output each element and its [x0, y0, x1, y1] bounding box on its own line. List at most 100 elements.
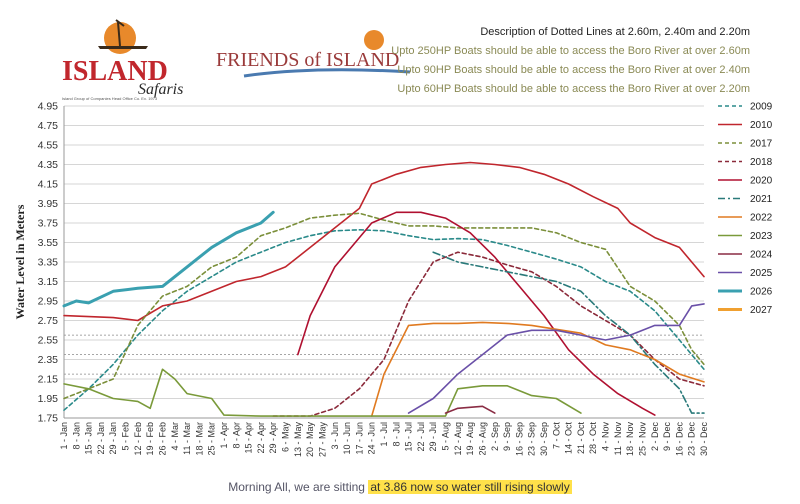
x-tick-label: 29 - Jul — [428, 422, 438, 452]
y-tick-label: 1.95 — [38, 393, 59, 405]
logo-tagline: Island Group of Companies Head Office Co… — [62, 96, 158, 101]
y-tick-label: 3.35 — [38, 257, 59, 269]
x-tick-label: 2 - Dec — [650, 422, 660, 452]
y-tick-label: 4.55 — [38, 140, 59, 152]
description-title: Description of Dotted Lines at 2.60m, 2.… — [480, 26, 750, 38]
x-tick-label: 26 - Feb — [157, 422, 167, 456]
legend-label-2027: 2027 — [750, 305, 773, 316]
y-tick-label: 4.15 — [38, 179, 59, 191]
x-tick-label: 29 - Jan — [108, 422, 118, 455]
x-tick-label: 30 - Sep — [539, 422, 549, 456]
series-line-2024 — [444, 405, 496, 414]
series-line-2020 — [297, 211, 656, 416]
x-tick-label: 8 - Jul — [391, 422, 401, 447]
x-tick-label: 17 - Jun — [354, 422, 364, 455]
sun-logo-icon — [364, 30, 384, 50]
caption: Morning All, we are sitting at 3.86 now … — [0, 480, 800, 494]
series-line-2018 — [272, 251, 705, 417]
x-tick-label: 21 - Oct — [576, 422, 586, 455]
y-tick-label: 3.55 — [38, 237, 59, 249]
x-tick-label: 9 - Sep — [502, 422, 512, 451]
x-tick-label: 28 - Oct — [588, 422, 598, 455]
x-tick-label: 22 - Jul — [416, 422, 426, 452]
x-tick-label: 22 - Apr — [256, 422, 266, 454]
x-tick-label: 26 - Aug — [477, 422, 487, 456]
legend-label-2022: 2022 — [750, 213, 773, 224]
friends-logo-text: FRIENDS of ISLAND — [216, 49, 399, 71]
legend-label-2026: 2026 — [750, 287, 773, 298]
x-tick-label: 20 - May — [305, 422, 315, 458]
x-tick-label: 11 - Mar — [182, 422, 192, 455]
x-tick-label: 16 - Dec — [674, 422, 684, 457]
x-tick-label: 23 - Sep — [527, 422, 537, 456]
x-tick-label: 23 - Dec — [687, 422, 697, 457]
friends-of-island-logo: FRIENDS of ISLAND — [216, 30, 411, 78]
x-tick-label: 12 - Feb — [133, 422, 143, 456]
x-tick-label: 27 - May — [317, 422, 327, 458]
x-tick-label: 8 - Apr — [231, 422, 241, 449]
series-line-2017 — [63, 212, 705, 400]
x-tick-label: 10 - Jun — [342, 422, 352, 455]
x-tick-label: 19 - Aug — [465, 422, 475, 456]
legend-label-2025: 2025 — [750, 268, 773, 279]
x-tick-label: 25 - Mar — [207, 422, 217, 456]
x-tick-label: 1 - Apr — [219, 422, 229, 449]
x-tick-label: 1 - Jan — [59, 422, 69, 450]
description-line-3: Upto 60HP Boats should be able to access… — [397, 83, 750, 95]
x-tick-label: 3 - Jun — [330, 422, 340, 450]
y-tick-label: 4.75 — [38, 120, 59, 132]
y-tick-label: 2.95 — [38, 296, 59, 308]
legend-label-2009: 2009 — [750, 102, 773, 113]
x-tick-label: 5 - Feb — [121, 422, 131, 451]
x-tick-label: 4 - Nov — [601, 422, 611, 452]
y-tick-label: 2.35 — [38, 354, 59, 366]
x-tick-label: 25 - Nov — [637, 422, 647, 457]
y-axis-title: Water Level in Meters — [13, 204, 27, 319]
x-tick-label: 16 - Sep — [514, 422, 524, 456]
palm-logo-icon — [115, 19, 125, 47]
x-tick-label: 1 - Jul — [379, 422, 389, 447]
x-tick-label: 30 - Dec — [699, 422, 709, 457]
description-line-1: Upto 250HP Boats should be able to acces… — [391, 45, 750, 57]
y-tick-label: 4.35 — [38, 159, 59, 171]
x-tick-label: 11 - Nov — [613, 422, 623, 456]
x-tick-label: 8 - Jan — [71, 422, 81, 450]
x-tick-label: 6 - May — [281, 422, 291, 453]
series-line-2010 — [63, 161, 705, 322]
description-line-2: Upto 90HP Boats should be able to access… — [397, 64, 750, 76]
boat-logo-icon — [98, 46, 148, 49]
y-tick-label: 2.55 — [38, 335, 59, 347]
legend-label-2020: 2020 — [750, 176, 773, 187]
x-tick-label: 15 - Apr — [244, 422, 254, 454]
x-tick-label: 18 - Nov — [625, 422, 635, 457]
x-tick-label: 4 - Mar — [170, 422, 180, 451]
x-tick-label: 9 - Dec — [662, 422, 672, 452]
x-tick-label: 22 - Jan — [96, 422, 106, 455]
series-line-2021 — [432, 251, 705, 414]
x-tick-label: 13 - May — [293, 422, 303, 458]
legend-label-2010: 2010 — [750, 120, 773, 131]
y-tick-label: 2.15 — [38, 374, 59, 386]
x-tick-label: 19 - Feb — [145, 422, 155, 456]
x-tick-label: 15 - Jul — [404, 422, 414, 452]
x-tick-label: 29 - Apr — [268, 422, 278, 454]
island-safaris-logo: ISLAND Safaris Island Group of Companies… — [62, 19, 183, 101]
safaris-logo-text: Safaris — [138, 81, 183, 98]
x-tick-label: 12 - Aug — [453, 422, 463, 456]
x-tick-label: 2 - Sep — [490, 422, 500, 451]
series-line-2022 — [370, 321, 705, 417]
y-tick-label: 3.15 — [38, 276, 59, 288]
legend-label-2024: 2024 — [750, 250, 773, 261]
legend-label-2021: 2021 — [750, 194, 773, 205]
legend-label-2023: 2023 — [750, 231, 773, 242]
y-tick-label: 2.75 — [38, 315, 59, 327]
x-tick-label: 18 - Mar — [194, 422, 204, 456]
series-line-2023 — [63, 368, 582, 417]
legend-label-2018: 2018 — [750, 157, 773, 168]
series-line-2009 — [63, 229, 705, 411]
y-tick-label: 3.75 — [38, 218, 59, 230]
water-level-chart: 4.95 4.75 4.55 4.35 4.15 3.95 3.75 3.55 3.35 3.15… — [13, 101, 773, 458]
island-logo-text: ISLAND — [62, 56, 168, 87]
x-tick-label: 5 - Aug — [441, 422, 451, 451]
x-tick-label: 7 - Oct — [551, 422, 561, 450]
